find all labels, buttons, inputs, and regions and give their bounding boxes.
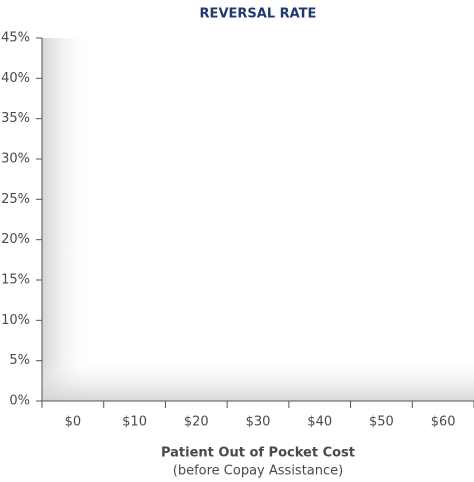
y-tick-label: 10% [1, 313, 30, 328]
x-axis-subtitle: (before Copay Assistance) [173, 464, 343, 479]
plot-shadow-bottom [42, 355, 474, 401]
chart-title: REVERSAL RATE [200, 7, 317, 22]
x-tick-label: $20 [184, 415, 209, 430]
y-tick-label: 25% [1, 192, 30, 207]
x-tick-label: $0 [65, 415, 82, 430]
plot-shadow-left [42, 38, 90, 401]
x-tick-label: $40 [307, 415, 332, 430]
y-tick-label: 15% [1, 273, 30, 288]
y-tick-label: 40% [1, 71, 30, 86]
y-tick-label: 0% [9, 394, 30, 409]
x-tick-label: $10 [122, 415, 147, 430]
y-tick-label: 5% [9, 353, 30, 368]
x-tick-label: $60 [431, 415, 456, 430]
x-axis-title: Patient Out of Pocket Cost [161, 446, 355, 461]
x-tick-label: $30 [246, 415, 271, 430]
x-tick-label: $50 [369, 415, 394, 430]
y-tick-label: 30% [1, 152, 30, 167]
y-tick-label: 20% [1, 232, 30, 247]
y-tick-label: 45% [1, 31, 30, 46]
y-tick-label: 35% [1, 111, 30, 126]
